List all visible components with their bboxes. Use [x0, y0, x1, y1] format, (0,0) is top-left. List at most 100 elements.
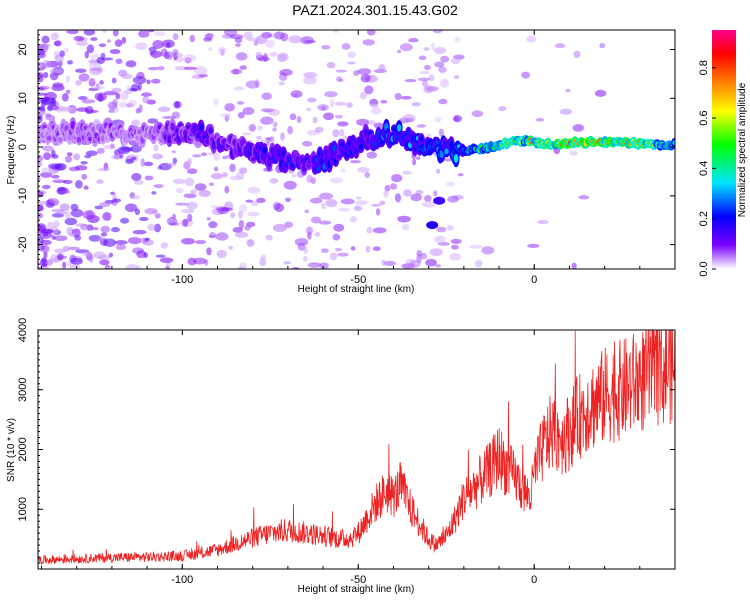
noise-blob: [38, 86, 45, 91]
colorbar-label: Normalized spectral amplitude: [737, 82, 748, 217]
noise-blob: [38, 43, 51, 48]
noise-blob: [43, 251, 48, 259]
noise-blob: [235, 52, 248, 61]
noise-blob: [329, 177, 344, 184]
noise-blob: [429, 248, 443, 257]
noise-blob: [70, 257, 83, 265]
noise-blob: [60, 106, 74, 113]
noise-blob: [317, 104, 329, 111]
noise-blob: [90, 37, 98, 41]
noise-blob: [335, 247, 343, 252]
noise-blob: [301, 140, 313, 147]
noise-blob: [355, 200, 368, 206]
noise-blob: [446, 181, 456, 187]
noise-blob: [434, 235, 446, 244]
noise-blob: [554, 43, 566, 49]
ridge-core: [167, 135, 172, 144]
ridge-core: [195, 132, 201, 139]
noise-blob: [115, 58, 123, 65]
noise-blob: [498, 105, 507, 112]
noise-blob: [264, 39, 276, 48]
noise-blob: [294, 238, 309, 246]
noise-blob: [332, 30, 339, 34]
noise-blob: [120, 146, 133, 152]
noise-blob: [338, 207, 350, 212]
noise-blob: [242, 107, 255, 116]
noise-blob: [68, 246, 80, 251]
noise-blob: [417, 77, 431, 82]
noise-blob: [260, 116, 274, 125]
noise-blob: [404, 79, 417, 83]
noise-blob: [433, 47, 447, 54]
noise-blob: [125, 158, 134, 165]
noise-blob: [274, 203, 285, 213]
noise-blob: [578, 195, 590, 200]
noise-blob: [189, 34, 195, 43]
noise-blob: [280, 132, 285, 141]
noise-blob: [216, 249, 227, 259]
noise-blob: [373, 122, 385, 129]
noise-blob: [402, 114, 416, 123]
noise-blob: [296, 116, 302, 124]
noise-blob: [66, 30, 79, 35]
noise-blob: [571, 262, 577, 269]
noise-blob: [349, 215, 357, 223]
noise-blob: [110, 226, 120, 233]
noise-blob: [44, 113, 52, 117]
noise-blob: [194, 239, 207, 245]
noise-blob: [237, 100, 244, 105]
noise-blob: [256, 197, 266, 204]
noise-blob: [59, 50, 65, 57]
noise-blob: [140, 92, 153, 97]
noise-blob: [521, 71, 531, 79]
noise-blob: [362, 39, 375, 46]
y-tick-label: -20: [17, 237, 29, 253]
noise-blob: [99, 259, 110, 266]
noise-blob: [370, 107, 382, 115]
spectrogram-x-axis-label: Height of straight line (km): [298, 284, 415, 295]
noise-blob: [450, 57, 461, 65]
noise-blob: [85, 214, 95, 220]
noise-blob: [180, 237, 195, 245]
y-tick-label: 1000: [17, 497, 29, 521]
noise-blob: [239, 262, 248, 269]
noise-blob: [142, 96, 150, 104]
noise-blob: [245, 199, 253, 203]
noise-blob: [219, 113, 232, 118]
noise-blob: [38, 225, 46, 234]
noise-blob: [307, 97, 317, 103]
noise-blob: [84, 106, 94, 115]
noise-blob: [158, 106, 171, 113]
noise-blob: [152, 153, 164, 160]
noise-blob: [125, 60, 137, 68]
ridge-core: [392, 126, 397, 131]
noise-blob: [428, 74, 435, 82]
noise-blob: [147, 66, 159, 71]
noise-blob: [304, 209, 310, 214]
noise-blob: [421, 201, 436, 208]
noise-blob: [315, 126, 324, 133]
noise-blob: [52, 179, 67, 184]
noise-blob: [41, 257, 47, 264]
x-tick-label: -100: [171, 274, 193, 286]
x-tick-label: -100: [171, 574, 193, 586]
noise-blob: [217, 47, 227, 53]
noise-blob: [247, 211, 260, 217]
noise-blob: [290, 90, 303, 98]
noise-blob: [138, 216, 149, 222]
noise-blob: [38, 191, 44, 198]
noise-blob: [434, 116, 442, 123]
noise-blob: [239, 204, 248, 213]
snr-y-axis-label: SNR (10 * v/v): [6, 418, 17, 482]
noise-blob: [111, 87, 122, 93]
noise-blob: [303, 71, 317, 79]
noise-blob: [74, 235, 82, 241]
noise-blob: [194, 140, 202, 149]
noise-blob: [210, 172, 224, 180]
noise-blob: [334, 101, 347, 106]
noise-blob: [183, 66, 198, 71]
noise-blob: [259, 257, 267, 267]
noise-blob: [573, 50, 581, 59]
noise-blob: [346, 61, 356, 65]
noise-blob: [302, 256, 308, 262]
